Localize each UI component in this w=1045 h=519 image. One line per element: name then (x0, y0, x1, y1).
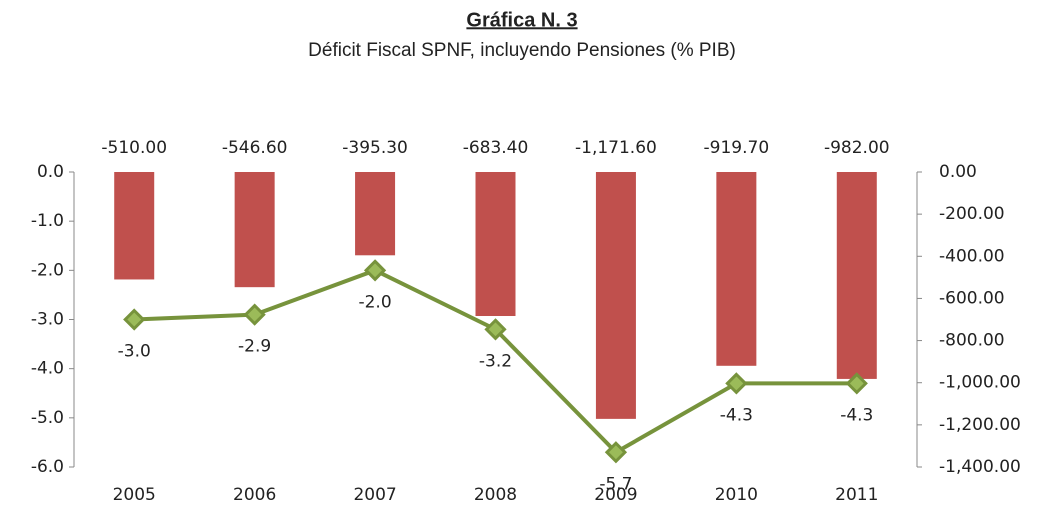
line-value-label: -5.7 (599, 474, 632, 494)
bar-value-label: -683.40 (463, 138, 529, 158)
line-value-label: -2.0 (358, 292, 391, 312)
chart-title: Gráfica N. 3 (466, 9, 577, 31)
chart-subtitle: Déficit Fiscal SPNF, incluyendo Pensione… (308, 40, 736, 61)
y-tick-label: -6.0 (31, 457, 64, 477)
bar-value-label: -1,171.60 (575, 138, 657, 158)
x-tick-label: 2009 (594, 485, 637, 505)
y-tick-label: -5.0 (31, 408, 64, 428)
bar (114, 172, 155, 280)
bar (234, 172, 275, 288)
marker (604, 441, 628, 464)
bar-value-label: -919.70 (704, 138, 770, 158)
marker (363, 259, 387, 282)
line-value-label: -3.2 (479, 351, 512, 371)
y2-tick-label: -400.00 (939, 246, 1005, 266)
x-tick-label: 2008 (474, 485, 517, 505)
y2-tick-label: -1,200.00 (939, 415, 1021, 435)
x-tick-label: 2005 (113, 485, 156, 505)
y2-tick-label: -800.00 (939, 331, 1005, 351)
marker (243, 303, 266, 326)
bar-value-label: -546.60 (222, 138, 288, 158)
x-tick-label: 2010 (715, 485, 758, 505)
y-tick-label: -4.0 (31, 359, 64, 379)
x-tick-label: 2007 (353, 485, 396, 505)
line-value-label: -2.9 (238, 337, 271, 357)
x-tick-label: 2011 (835, 485, 878, 505)
y2-tick-label: 0.00 (939, 162, 977, 182)
bar (595, 172, 636, 419)
marker (123, 308, 146, 331)
line-value-label: -4.3 (720, 405, 753, 425)
y-tick-label: -3.0 (31, 310, 64, 330)
y-tick-label: -2.0 (31, 260, 64, 280)
x-tick-label: 2006 (233, 485, 276, 505)
y2-tick-label: -1,400.00 (939, 457, 1021, 477)
line-value-label: -4.3 (840, 405, 873, 425)
y2-tick-label: -600.00 (939, 288, 1005, 308)
bar-value-label: -982.00 (824, 138, 890, 158)
bar (475, 172, 516, 317)
bar-value-label: -395.30 (342, 138, 408, 158)
y2-tick-label: -200.00 (939, 204, 1005, 224)
y2-tick-label: -1,000.00 (939, 373, 1021, 393)
y-tick-label: 0.0 (37, 162, 64, 182)
marker (725, 372, 748, 395)
bar (836, 172, 877, 379)
line-value-label: -3.0 (118, 342, 151, 362)
bar (355, 172, 396, 256)
marker (845, 372, 868, 395)
bar-value-label: -510.00 (101, 138, 167, 158)
bar (716, 172, 757, 366)
y-tick-label: -1.0 (31, 211, 64, 231)
marker (484, 318, 507, 341)
